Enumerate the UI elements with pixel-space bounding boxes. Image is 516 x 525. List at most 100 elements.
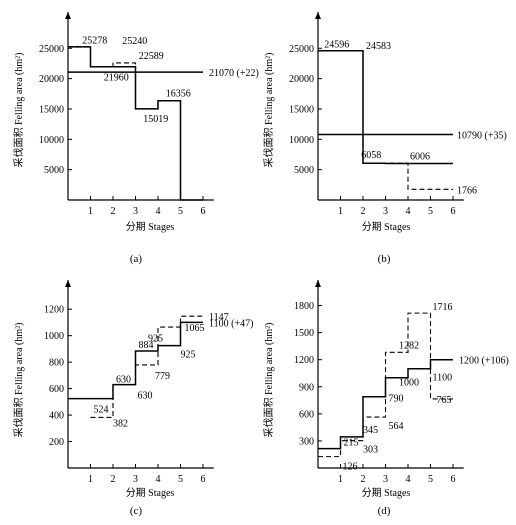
data-label-b-5: 10790 (+35) <box>457 131 507 142</box>
y-tick-label-d-0: 300 <box>299 436 314 447</box>
data-label-d-7: 1000 <box>399 378 419 389</box>
y-tick-label-d-3: 1200 <box>294 355 314 366</box>
data-label-a-4: 15019 <box>143 114 168 125</box>
data-label-d-2: 345 <box>363 425 378 436</box>
data-label-d-10: 765 <box>437 395 452 406</box>
data-label-c-10: 1100 (+47) <box>209 318 253 329</box>
data-label-a-0: 25278 <box>82 36 107 47</box>
x-tick-label-b-0: 1 <box>338 206 343 217</box>
y-axis-arrow-d <box>315 280 321 287</box>
x-tick-label-a-4: 5 <box>178 206 183 217</box>
x-axis-label-b: 分期 Stages <box>362 221 411 233</box>
y-tick-label-a-4: 25000 <box>39 44 64 55</box>
y-tick-label-c-2: 600 <box>49 384 64 395</box>
x-axis-label-a: 分期 Stages <box>126 221 175 233</box>
data-label-a-3: 22589 <box>139 51 164 62</box>
x-tick-label-d-2: 3 <box>383 474 388 485</box>
x-tick-label-a-2: 3 <box>133 206 138 217</box>
y-tick-label-b-2: 15000 <box>289 104 314 115</box>
data-label-c-2: 630 <box>116 375 131 386</box>
x-tick-label-b-1: 2 <box>361 206 366 217</box>
data-label-c-5: 925 <box>148 334 163 345</box>
y-axis-arrow-c <box>65 280 71 287</box>
y-axis-label-c: 采伐面积 Felling area (hm²) <box>13 323 25 438</box>
y-tick-label-c-1: 400 <box>49 411 64 422</box>
y-axis-arrow-a <box>65 12 71 19</box>
data-label-b-2: 6058 <box>361 150 381 161</box>
series-b-dashed <box>318 50 453 190</box>
panel-caption-b: (b) <box>378 253 391 265</box>
data-label-c-3: 630 <box>138 391 153 402</box>
data-label-a-1: 25240 <box>122 36 147 47</box>
x-tick-label-c-4: 5 <box>178 474 183 485</box>
panel-caption-a: (a) <box>130 253 143 265</box>
series-c-solid <box>90 321 203 400</box>
data-label-d-9: 1100 <box>433 373 453 384</box>
x-tick-label-c-5: 6 <box>201 474 206 485</box>
data-label-c-8: 925 <box>181 350 196 361</box>
data-label-b-0: 24596 <box>324 40 349 51</box>
y-tick-label-a-0: 5000 <box>44 165 64 176</box>
data-label-d-4: 790 <box>389 394 404 405</box>
data-label-b-3: 6006 <box>410 152 430 163</box>
series-d-solid <box>318 358 453 450</box>
data-label-c-7: 1065 <box>185 323 205 334</box>
series-c-dashed <box>90 315 203 418</box>
x-tick-label-d-1: 2 <box>361 474 366 485</box>
y-tick-label-c-0: 200 <box>49 437 64 448</box>
y-tick-label-c-4: 1000 <box>44 331 64 342</box>
y-tick-label-b-0: 5000 <box>294 165 314 176</box>
x-tick-label-a-3: 4 <box>156 206 161 217</box>
data-label-b-1: 24583 <box>366 41 391 52</box>
x-tick-label-c-1: 2 <box>111 474 116 485</box>
y-tick-label-c-5: 1200 <box>44 305 64 316</box>
data-label-d-8: 1716 <box>433 302 453 313</box>
y-tick-label-a-2: 15000 <box>39 104 64 115</box>
x-tick-label-c-3: 4 <box>156 474 161 485</box>
y-tick-label-d-5: 1800 <box>294 301 314 312</box>
data-label-c-4: 884 <box>139 340 154 351</box>
y-tick-label-c-3: 800 <box>49 358 64 369</box>
y-tick-label-b-1: 10000 <box>289 135 314 146</box>
data-label-d-5: 564 <box>389 421 404 432</box>
x-tick-label-b-5: 6 <box>451 206 456 217</box>
data-label-c-6: 779 <box>155 371 170 382</box>
data-label-d-1: 126 <box>343 462 358 473</box>
x-tick-label-b-3: 4 <box>406 206 411 217</box>
data-label-a-5: 16356 <box>166 89 191 100</box>
x-tick-label-b-4: 5 <box>428 206 433 217</box>
x-tick-label-d-5: 6 <box>451 474 456 485</box>
x-tick-label-d-4: 5 <box>428 474 433 485</box>
y-tick-label-b-3: 20000 <box>289 74 314 85</box>
y-tick-label-a-3: 20000 <box>39 74 64 85</box>
y-axis-label-a: 采伐面积 Felling area (hm²) <box>13 53 25 168</box>
y-tick-label-b-4: 25000 <box>289 44 314 55</box>
data-label-c-1: 382 <box>113 418 128 429</box>
data-label-a-6: 21070 (+22) <box>209 68 259 79</box>
x-axis-label-c: 分期 Stages <box>126 487 175 499</box>
y-tick-label-a-1: 10000 <box>39 135 64 146</box>
data-label-c-9: 1147 <box>209 312 229 323</box>
x-tick-label-b-2: 3 <box>383 206 388 217</box>
y-axis-label-d: 采伐面积 Felling area (hm²) <box>263 323 275 438</box>
series-a-solid <box>68 46 203 201</box>
y-tick-label-d-1: 600 <box>299 409 314 420</box>
x-tick-label-c-2: 3 <box>133 474 138 485</box>
x-tick-label-d-3: 4 <box>406 474 411 485</box>
data-label-d-3: 303 <box>363 445 378 456</box>
x-tick-label-d-0: 1 <box>338 474 343 485</box>
y-tick-label-d-4: 1500 <box>294 328 314 339</box>
data-label-a-2: 21960 <box>104 73 129 84</box>
x-axis-label-d: 分期 Stages <box>362 487 411 499</box>
panel-caption-d: (d) <box>378 505 391 517</box>
y-axis-label-b: 采伐面积 Felling area (hm²) <box>263 53 275 168</box>
x-tick-label-a-1: 2 <box>111 206 116 217</box>
data-label-d-11: 1200 (+106) <box>459 356 509 367</box>
y-tick-label-d-2: 900 <box>299 382 314 393</box>
x-tick-label-a-0: 1 <box>88 206 93 217</box>
data-label-c-0: 524 <box>94 405 109 416</box>
data-label-d-6: 1282 <box>399 340 419 351</box>
y-axis-arrow-b <box>315 12 321 19</box>
series-b-solid <box>318 50 453 165</box>
